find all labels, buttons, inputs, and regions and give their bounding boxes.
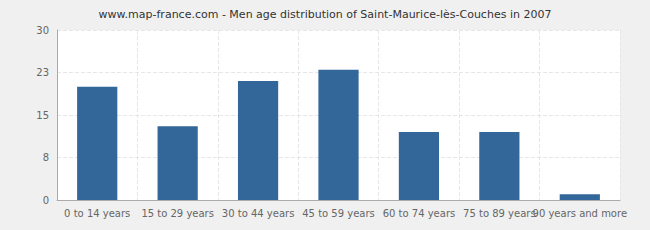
svg-text:30 to 44 years: 30 to 44 years	[222, 208, 295, 219]
svg-text:15 to 29 years: 15 to 29 years	[141, 208, 214, 219]
svg-text:75 to 89 years: 75 to 89 years	[463, 208, 536, 219]
svg-text:60 to 74 years: 60 to 74 years	[383, 208, 456, 219]
svg-text:45 to 59 years: 45 to 59 years	[302, 208, 375, 219]
svg-text:8: 8	[43, 152, 49, 163]
svg-text:30: 30	[36, 25, 49, 36]
svg-text:0 to 14 years: 0 to 14 years	[64, 208, 130, 219]
svg-text:15: 15	[36, 110, 49, 121]
svg-text:www.map-france.com - Men age d: www.map-france.com - Men age distributio…	[99, 8, 552, 21]
svg-text:0: 0	[43, 195, 49, 206]
svg-text:23: 23	[36, 67, 49, 78]
svg-text:90 years and more: 90 years and more	[533, 208, 628, 219]
